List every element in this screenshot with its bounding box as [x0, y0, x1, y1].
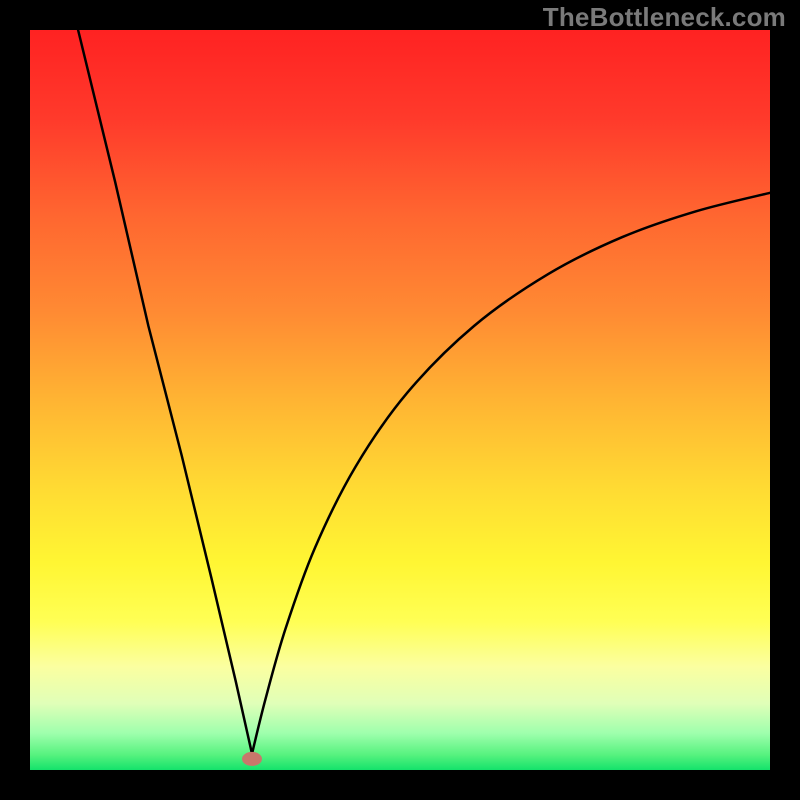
bottleneck-chart-svg [0, 0, 800, 800]
watermark-text: TheBottleneck.com [543, 2, 786, 33]
optimal-point-marker [242, 752, 262, 766]
chart-container: TheBottleneck.com [0, 0, 800, 800]
